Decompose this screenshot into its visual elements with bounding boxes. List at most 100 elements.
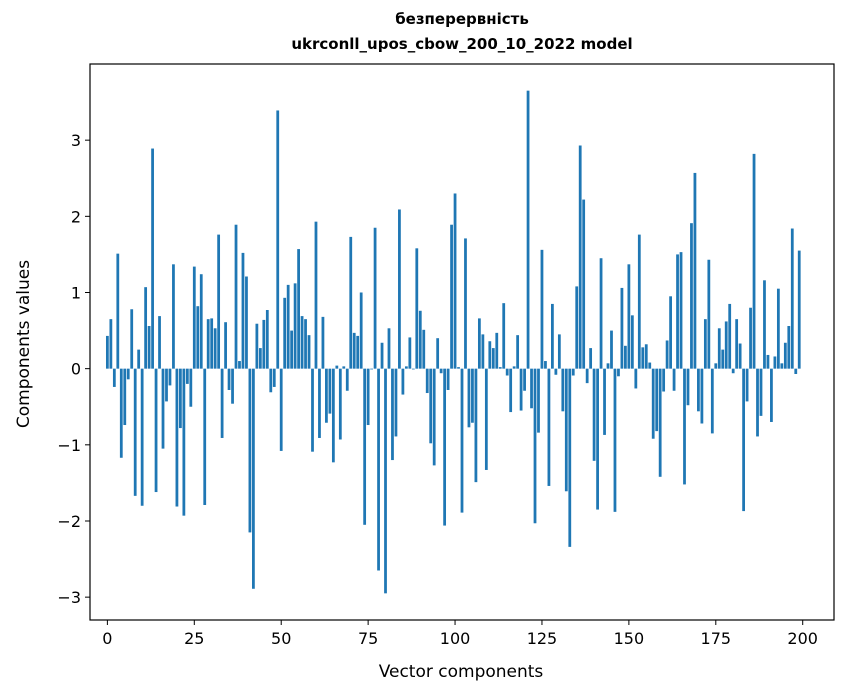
bar-131 — [561, 368, 565, 412]
bar-86 — [404, 366, 408, 369]
bar-73 — [359, 292, 363, 369]
bar-78 — [377, 368, 380, 571]
bar-185 — [749, 307, 752, 369]
bar-126 — [544, 361, 547, 369]
bar-145 — [610, 330, 613, 369]
bar-150 — [627, 264, 631, 369]
bar-31 — [213, 328, 217, 369]
bar-80 — [384, 368, 387, 594]
bar-14 — [154, 368, 158, 493]
bar-3 — [116, 253, 120, 369]
bar-141 — [596, 368, 599, 510]
bar-52 — [286, 284, 290, 369]
bar-8 — [133, 368, 137, 496]
bar-45 — [262, 319, 266, 369]
bar-4 — [119, 368, 123, 458]
bar-53 — [290, 330, 294, 369]
bar-0 — [105, 335, 109, 369]
bar-16 — [161, 368, 165, 449]
bar-135 — [575, 286, 579, 369]
bar-81 — [387, 328, 391, 369]
bar-184 — [745, 368, 749, 402]
bar-55 — [297, 249, 300, 369]
bar-23 — [185, 368, 189, 384]
bar-113 — [498, 367, 502, 369]
bar-19 — [172, 264, 175, 369]
bar-69 — [345, 368, 349, 391]
bar-108 — [481, 334, 485, 369]
bar-182 — [738, 343, 742, 369]
bar-180 — [731, 368, 735, 374]
bar-103 — [464, 238, 467, 369]
bar-27 — [199, 274, 203, 369]
bar-143 — [603, 368, 606, 435]
bar-152 — [634, 368, 638, 389]
bar-35 — [227, 368, 231, 390]
bar-177 — [721, 349, 725, 369]
bar-181 — [735, 319, 739, 369]
x-tick-label: 50 — [271, 629, 291, 648]
bar-188 — [759, 368, 763, 416]
bar-64 — [328, 368, 332, 414]
bar-163 — [672, 368, 676, 391]
bar-10 — [140, 368, 144, 506]
bar-193 — [776, 288, 780, 369]
bar-161 — [665, 340, 669, 369]
bar-57 — [304, 319, 307, 369]
bar-166 — [683, 368, 686, 485]
bar-93 — [429, 368, 433, 444]
bar-198 — [794, 368, 798, 374]
bar-44 — [258, 348, 262, 369]
bar-6 — [126, 368, 130, 380]
bar-54 — [293, 283, 297, 369]
bar-47 — [269, 368, 273, 393]
bar-190 — [766, 354, 770, 369]
bar-65 — [331, 368, 335, 463]
bar-136 — [578, 145, 582, 369]
bar-37 — [234, 224, 238, 369]
bar-58 — [307, 335, 311, 369]
bar-110 — [488, 341, 492, 369]
bar-114 — [502, 303, 506, 369]
bar-48 — [272, 368, 276, 387]
y-tick-label: 2 — [71, 207, 81, 226]
bar-159 — [658, 368, 662, 477]
bar-137 — [582, 199, 586, 369]
chart-title-line-1: безперервність — [395, 10, 529, 28]
bar-134 — [571, 368, 575, 376]
bar-75 — [366, 368, 370, 426]
bar-168 — [690, 223, 693, 369]
bar-68 — [342, 366, 346, 369]
bar-174 — [710, 368, 714, 434]
bar-155 — [644, 344, 648, 369]
bar-99 — [450, 224, 453, 369]
x-tick-label: 100 — [440, 629, 471, 648]
bar-20 — [175, 368, 179, 507]
bar-82 — [391, 368, 394, 461]
bar-26 — [196, 306, 200, 369]
bar-157 — [651, 368, 655, 439]
bar-41 — [248, 368, 252, 533]
x-tick-label: 200 — [787, 629, 818, 648]
bar-169 — [693, 172, 697, 369]
bar-104 — [467, 368, 471, 428]
bar-40 — [245, 276, 248, 369]
bar-25 — [192, 266, 196, 369]
bar-88 — [411, 368, 415, 370]
bar-34 — [224, 322, 227, 369]
bar-106 — [474, 368, 478, 483]
bar-132 — [564, 368, 568, 492]
y-axis-label: Components values — [14, 260, 34, 428]
bar-94 — [432, 368, 436, 466]
bar-70 — [349, 236, 353, 369]
bar-43 — [255, 323, 259, 369]
bar-139 — [589, 348, 593, 369]
bar-72 — [356, 335, 360, 369]
bar-62 — [321, 316, 325, 369]
bar-101 — [457, 367, 460, 369]
x-tick-label: 75 — [358, 629, 378, 648]
bar-66 — [335, 365, 339, 369]
y-tick-label: 0 — [71, 360, 81, 379]
